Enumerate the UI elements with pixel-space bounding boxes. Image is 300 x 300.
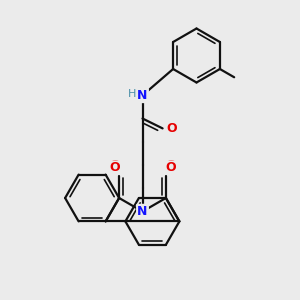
Text: N: N <box>137 89 148 102</box>
Text: H: H <box>128 89 136 99</box>
Text: N: N <box>137 89 148 102</box>
Text: O: O <box>166 123 177 136</box>
Text: N: N <box>137 205 148 218</box>
Text: N: N <box>137 205 148 218</box>
Text: O: O <box>109 159 120 172</box>
Text: O: O <box>165 159 176 172</box>
Text: H: H <box>129 89 137 99</box>
Text: O: O <box>166 122 177 135</box>
Text: O: O <box>109 161 120 174</box>
Text: O: O <box>165 161 176 174</box>
